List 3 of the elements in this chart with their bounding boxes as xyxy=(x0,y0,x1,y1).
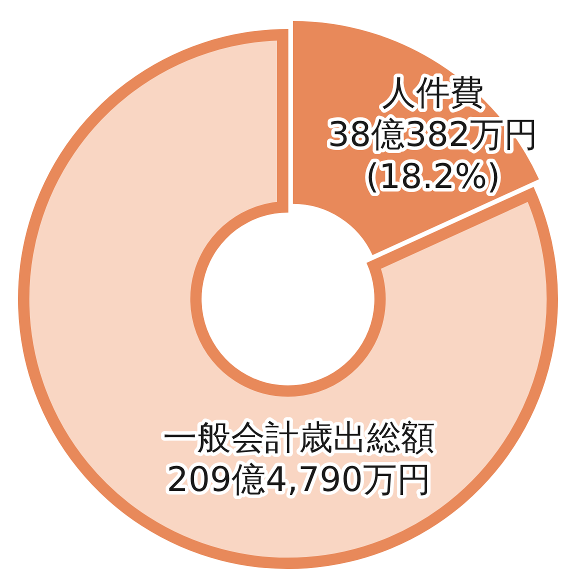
slice-label: 人件費 xyxy=(382,72,484,113)
text: 一般会計歳出総額 xyxy=(162,418,435,458)
text: 209億4,790万円 xyxy=(166,460,431,500)
